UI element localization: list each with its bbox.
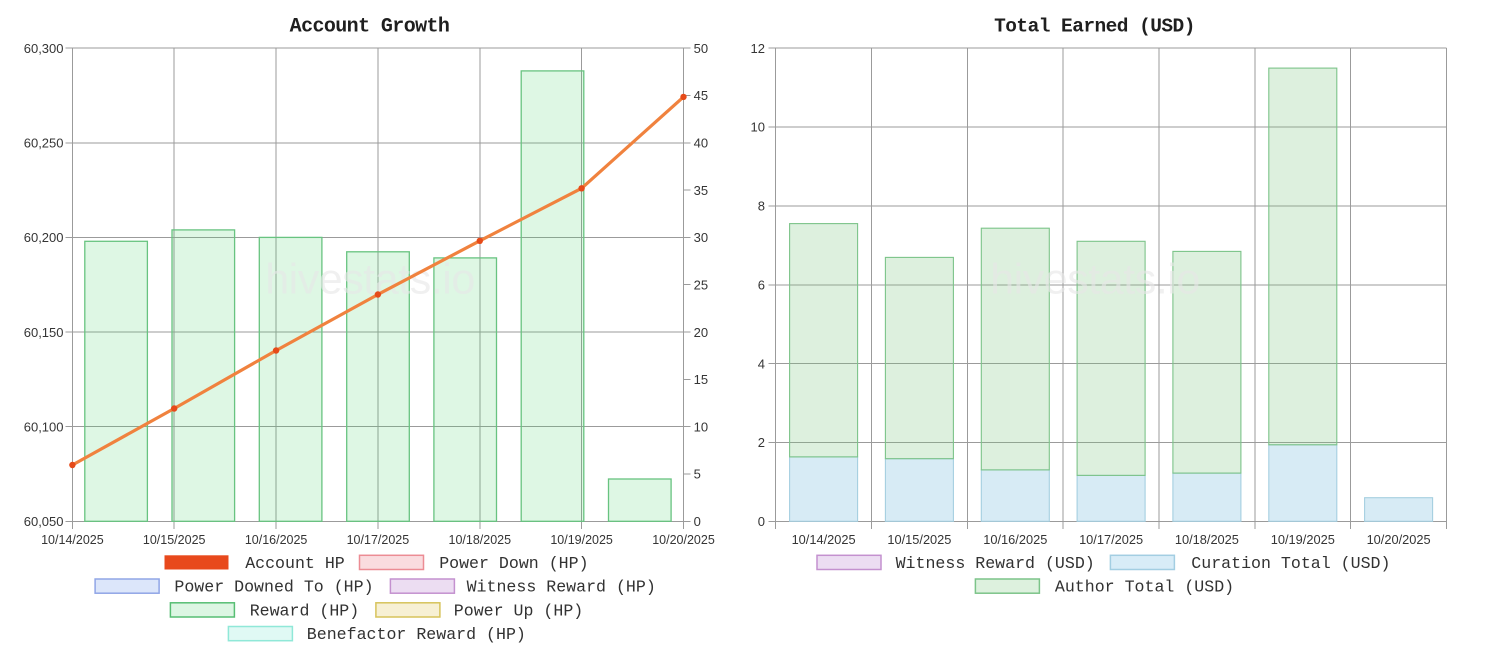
svg-text:12: 12 bbox=[751, 41, 765, 56]
svg-text:60,050: 60,050 bbox=[24, 514, 64, 529]
svg-text:6: 6 bbox=[758, 277, 765, 292]
svg-text:10/19/2025: 10/19/2025 bbox=[550, 533, 613, 547]
svg-text:40: 40 bbox=[694, 136, 708, 151]
svg-text:10/19/2025: 10/19/2025 bbox=[1271, 532, 1335, 547]
svg-text:60,100: 60,100 bbox=[24, 419, 64, 434]
svg-text:10: 10 bbox=[751, 120, 765, 135]
svg-text:10/20/2025: 10/20/2025 bbox=[1367, 532, 1431, 547]
svg-text:10/15/2025: 10/15/2025 bbox=[887, 532, 951, 547]
svg-text:10/16/2025: 10/16/2025 bbox=[245, 533, 308, 547]
svg-text:Account Growth: Account Growth bbox=[290, 16, 450, 39]
svg-text:10/14/2025: 10/14/2025 bbox=[792, 532, 856, 547]
svg-text:20: 20 bbox=[694, 325, 708, 340]
svg-text:10/18/2025: 10/18/2025 bbox=[1175, 532, 1239, 547]
svg-text:2: 2 bbox=[758, 435, 765, 450]
svg-text:0: 0 bbox=[694, 514, 701, 529]
svg-text:50: 50 bbox=[694, 41, 708, 56]
svg-text:Benefactor Reward (HP): Benefactor Reward (HP) bbox=[307, 625, 526, 644]
svg-text:Total Earned (USD): Total Earned (USD) bbox=[994, 16, 1195, 38]
svg-text:Power Up (HP): Power Up (HP) bbox=[454, 601, 583, 620]
svg-text:hivestats.io: hivestats.io bbox=[990, 256, 1200, 304]
svg-text:25: 25 bbox=[694, 277, 708, 292]
svg-text:60,200: 60,200 bbox=[24, 230, 64, 245]
svg-text:Author Total (USD): Author Total (USD) bbox=[1055, 578, 1234, 597]
svg-text:0: 0 bbox=[758, 514, 765, 529]
svg-text:Curation Total (USD): Curation Total (USD) bbox=[1191, 554, 1390, 573]
svg-text:10/15/2025: 10/15/2025 bbox=[143, 533, 206, 547]
svg-text:10/20/2025: 10/20/2025 bbox=[652, 533, 715, 547]
svg-text:45: 45 bbox=[694, 88, 708, 103]
svg-text:Power Downed To (HP): Power Downed To (HP) bbox=[174, 578, 373, 597]
svg-text:35: 35 bbox=[694, 183, 708, 198]
svg-text:8: 8 bbox=[758, 199, 765, 214]
svg-text:60,250: 60,250 bbox=[24, 136, 64, 151]
svg-text:hivestats.io: hivestats.io bbox=[265, 256, 475, 304]
svg-text:15: 15 bbox=[694, 372, 708, 387]
svg-text:60,150: 60,150 bbox=[24, 325, 64, 340]
svg-text:Reward (HP): Reward (HP) bbox=[250, 601, 360, 620]
svg-text:Witness Reward (USD): Witness Reward (USD) bbox=[896, 554, 1095, 573]
svg-text:Power Down (HP): Power Down (HP) bbox=[439, 554, 588, 573]
svg-text:10/17/2025: 10/17/2025 bbox=[1079, 532, 1143, 547]
svg-text:Account HP: Account HP bbox=[245, 554, 345, 573]
svg-text:30: 30 bbox=[694, 230, 708, 245]
svg-text:10/14/2025: 10/14/2025 bbox=[41, 533, 104, 547]
svg-text:10/16/2025: 10/16/2025 bbox=[983, 532, 1047, 547]
svg-text:60,300: 60,300 bbox=[24, 41, 64, 56]
svg-text:Witness Reward (HP): Witness Reward (HP) bbox=[467, 578, 656, 597]
svg-text:5: 5 bbox=[694, 467, 701, 482]
svg-text:4: 4 bbox=[758, 356, 765, 371]
svg-text:10/17/2025: 10/17/2025 bbox=[347, 533, 410, 547]
svg-text:10: 10 bbox=[694, 419, 708, 434]
svg-text:10/18/2025: 10/18/2025 bbox=[449, 533, 512, 547]
